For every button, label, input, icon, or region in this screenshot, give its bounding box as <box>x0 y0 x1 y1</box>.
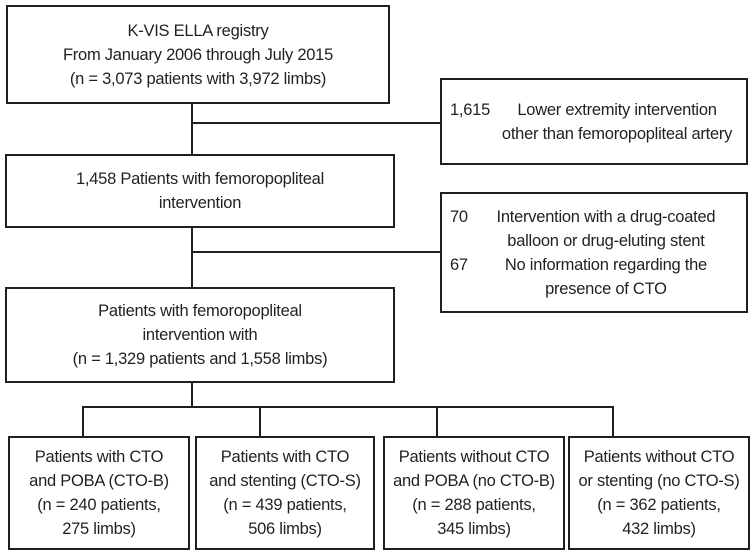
exclusion-count: 1,615 <box>450 100 491 119</box>
connector-stub-cto-b <box>82 406 84 437</box>
box-group-cto-b: Patients with CTO and POBA (CTO-B) (n = … <box>8 436 190 550</box>
group-label: Patients with CTO <box>220 448 350 466</box>
connector-branch-excluded-other <box>192 122 440 124</box>
connector-distribution-bar <box>82 406 614 408</box>
connector-branch-excluded-drug-cto <box>192 251 440 253</box>
box-group-cto-s: Patients with CTO and stenting (CTO-S) (… <box>195 436 375 550</box>
registry-period: From January 2006 through July 2015 <box>62 45 334 64</box>
group-label: and stenting (CTO-S) <box>209 472 361 490</box>
connector-trunk-femoropopliteal <box>191 227 193 288</box>
group-count: (n = 439 patients, <box>223 496 347 514</box>
group-count: 506 limbs) <box>248 520 322 538</box>
box-registry: K-VIS ELLA registry From January 2006 th… <box>6 5 390 104</box>
cohort-line1: Patients with femoropopliteal <box>98 302 302 320</box>
exclusion-entry: 1,615 Lower extremity intervention other… <box>450 98 738 146</box>
connector-stub-no-cto-s <box>612 406 614 437</box>
group-count: 275 limbs) <box>62 520 136 538</box>
connector-stub-cto-s <box>259 406 261 437</box>
connector-stub-no-cto-b <box>436 406 438 437</box>
group-label: and POBA (no CTO-B) <box>393 472 555 490</box>
cohort-count: (n = 1,329 patients and 1,558 limbs) <box>72 350 328 368</box>
group-label: Patients with CTO <box>34 448 164 466</box>
exclusion-entry: 67 No information regarding the presence… <box>450 253 738 301</box>
group-label: Patients without CTO <box>398 448 550 466</box>
cohort-line2: intervention with <box>142 326 258 344</box>
connector-trunk-cohort <box>191 381 193 408</box>
box-excluded-other-intervention: 1,615 Lower extremity intervention other… <box>440 78 748 165</box>
box-group-no-cto-s: Patients without CTO or stenting (no CTO… <box>568 436 750 550</box>
exclusion-entry: 70 Intervention with a drug-coated ballo… <box>450 205 738 253</box>
group-count: (n = 362 patients, <box>597 496 721 514</box>
femoropopliteal-line1: 1,458 Patients with femoropopliteal <box>75 170 325 188</box>
box-femoropopliteal-patients: 1,458 Patients with femoropopliteal inte… <box>5 154 395 228</box>
group-label: Patients without CTO <box>583 448 735 466</box>
registry-title: K-VIS ELLA registry <box>127 21 269 40</box>
group-count: (n = 240 patients, <box>37 496 161 514</box>
registry-count: (n = 3,073 patients with 3,972 limbs) <box>69 69 327 88</box>
femoropopliteal-line2: intervention <box>158 194 242 212</box>
box-excluded-drug-cto-info: 70 Intervention with a drug-coated ballo… <box>440 192 748 313</box>
group-count: 432 limbs) <box>622 520 696 538</box>
box-study-cohort: Patients with femoropopliteal interventi… <box>5 287 395 383</box>
group-count: 345 limbs) <box>437 520 511 538</box>
exclusion-text: Lower extremity intervention other than … <box>501 100 733 143</box>
exclusion-text: No information regarding the presence of… <box>504 255 707 298</box>
group-label: and POBA (CTO-B) <box>29 472 169 490</box>
group-count: (n = 288 patients, <box>412 496 536 514</box>
exclusion-text: Intervention with a drug-coated balloon … <box>496 207 716 250</box>
connector-trunk-registry <box>191 103 193 156</box>
group-label: or stenting (no CTO-S) <box>578 472 740 490</box>
exclusion-count: 67 <box>450 255 468 274</box>
exclusion-count: 70 <box>450 207 468 226</box>
box-group-no-cto-b: Patients without CTO and POBA (no CTO-B)… <box>383 436 565 550</box>
